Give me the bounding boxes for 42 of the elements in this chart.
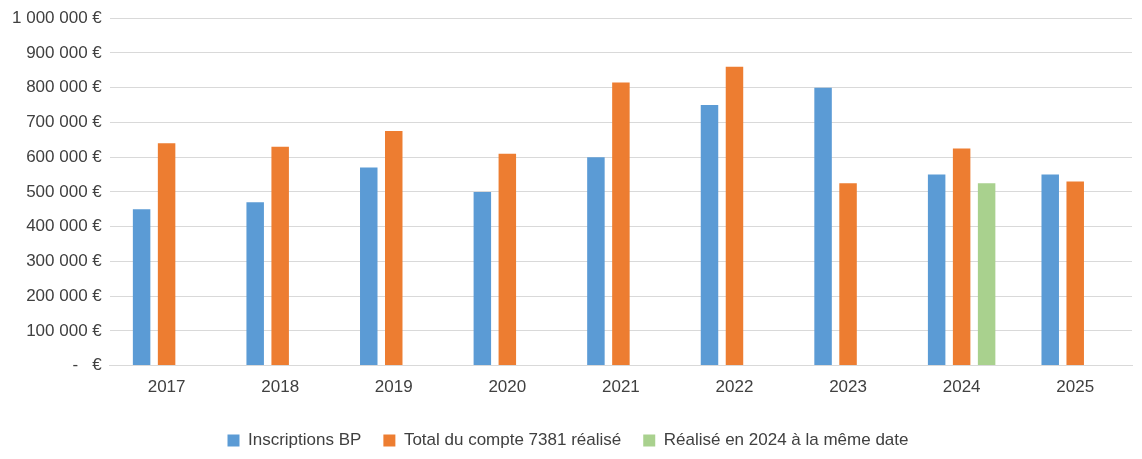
y-tick-label: 800 000 € — [26, 77, 103, 97]
x-tick-label: 2021 — [601, 377, 640, 397]
x-tick-label: 2020 — [488, 377, 527, 397]
bar — [814, 87, 832, 366]
bar — [385, 131, 403, 366]
y-tick-label: 200 000 € — [26, 285, 103, 305]
y-tick-label: 300 000 € — [26, 251, 103, 271]
bar — [927, 174, 946, 366]
x-tick-label: 2023 — [829, 377, 867, 397]
bar — [498, 153, 517, 366]
y-tick-label: 700 000 € — [26, 112, 103, 132]
bar — [587, 157, 605, 366]
bar — [157, 143, 176, 366]
bar — [473, 191, 492, 366]
y-tick-label: 100 000 € — [26, 320, 103, 340]
bar — [700, 105, 719, 366]
bar — [132, 209, 151, 366]
x-tick-label: 2017 — [147, 377, 186, 397]
bar — [839, 183, 857, 366]
bar — [246, 202, 264, 366]
bar — [952, 148, 971, 366]
bar — [360, 167, 378, 366]
bar — [271, 146, 289, 366]
y-tick-label: 400 000 € — [26, 216, 103, 236]
bar — [1041, 174, 1059, 366]
x-tick-label: 2022 — [715, 377, 754, 397]
bar — [612, 82, 630, 366]
legend-label: Total du compte 7381 réalisé — [403, 430, 622, 450]
x-tick-label: 2018 — [261, 377, 300, 397]
y-tick-label: - € — [72, 355, 103, 375]
y-tick-label: 900 000 € — [26, 42, 103, 62]
bar — [1066, 181, 1084, 366]
x-tick-label: 2025 — [1056, 377, 1095, 397]
bar — [977, 183, 996, 366]
x-tick-label: 2019 — [374, 377, 413, 397]
bar — [725, 66, 744, 366]
y-tick-label: 600 000 € — [26, 146, 103, 166]
y-tick-label: 500 000 € — [26, 181, 103, 201]
legend-label: Réalisé en 2024 à la même date — [663, 430, 909, 450]
y-tick-label: 1 000 000 € — [11, 7, 103, 27]
legend-label: Inscriptions BP — [248, 430, 362, 450]
x-tick-label: 2024 — [942, 377, 981, 397]
